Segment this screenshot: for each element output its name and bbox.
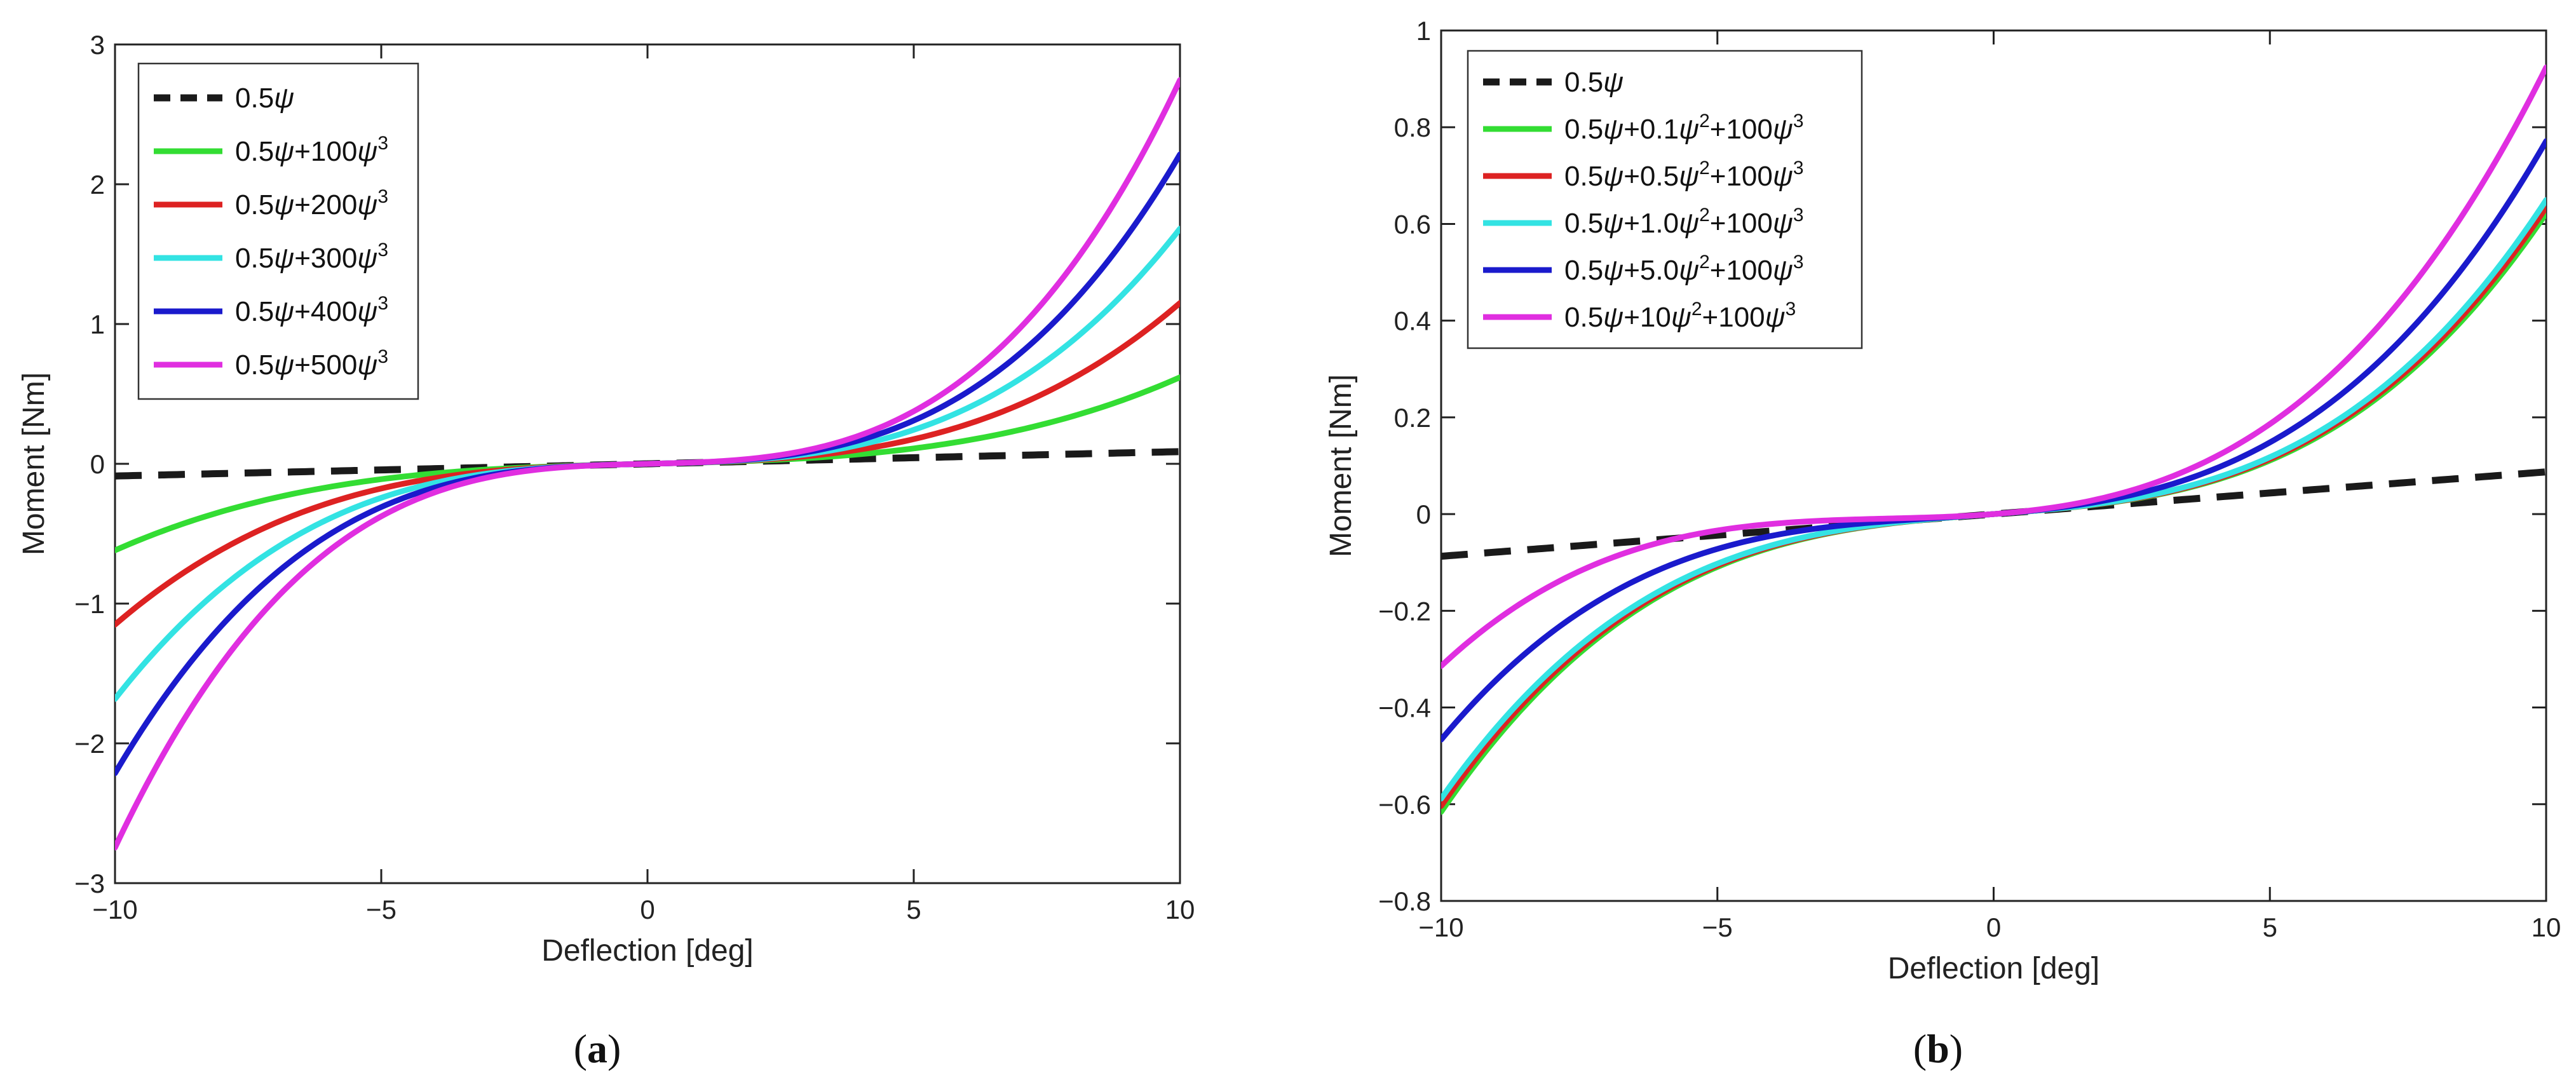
y-tick-label: 0.2 bbox=[1394, 403, 1431, 433]
chart-panel-b: −10 −5 0 5 10 −0.8 −0.6 −0.4 −0.2 0 0.2 0.4 0.6 0.8 1 D… bbox=[1324, 16, 2561, 1071]
series-line-0-5 bbox=[1441, 468, 2546, 560]
y-axis-label: Moment [Nm] bbox=[17, 372, 51, 555]
legend-label: 0.5ψ+200ψ3 bbox=[235, 186, 388, 220]
y-tick-label: −0.8 bbox=[1378, 886, 1431, 916]
series-line-0-5-500-3 bbox=[115, 77, 1180, 851]
legend-item: 0.5ψ+10ψ2+100ψ3 bbox=[1483, 299, 1796, 333]
legend-label: 0.5ψ+100ψ3 bbox=[235, 133, 388, 167]
y-tick-label: 3 bbox=[90, 30, 105, 60]
x-tick-label: 5 bbox=[2263, 912, 2277, 942]
legend-label: 0.5ψ+500ψ3 bbox=[235, 346, 388, 381]
y-tick-label: 0.6 bbox=[1394, 209, 1431, 239]
legend-label: 0.5ψ+1.0ψ2+100ψ3 bbox=[1564, 205, 1804, 239]
legend-item: 0.5ψ+0.1ψ2+100ψ3 bbox=[1483, 111, 1804, 145]
series-group bbox=[1441, 64, 2546, 815]
y-tick-label: −2 bbox=[74, 729, 105, 759]
x-tick-label: 10 bbox=[2532, 912, 2561, 942]
panel-label: (b) bbox=[1913, 1026, 1963, 1071]
y-tick-label: −0.6 bbox=[1378, 790, 1431, 820]
panel-label: (a) bbox=[574, 1026, 621, 1071]
y-tick-label: −1 bbox=[74, 589, 105, 619]
legend-label: 0.5ψ+10ψ2+100ψ3 bbox=[1564, 299, 1796, 333]
y-tick-label: −3 bbox=[74, 869, 105, 898]
legend-label: 0.5ψ+5.0ψ2+100ψ3 bbox=[1564, 252, 1804, 286]
legend-item: 0.5ψ bbox=[154, 83, 294, 114]
y-tick-label: −0.4 bbox=[1378, 693, 1431, 723]
legend-item: 0.5ψ+500ψ3 bbox=[154, 346, 388, 381]
y-axis-label: Moment [Nm] bbox=[1324, 374, 1358, 557]
legend-item: 0.5ψ+0.5ψ2+100ψ3 bbox=[1483, 158, 1804, 192]
legend-item: 0.5ψ+400ψ3 bbox=[154, 293, 388, 327]
x-axis-label: Deflection [deg] bbox=[541, 934, 754, 968]
legend-box bbox=[137, 62, 419, 400]
legend-item: 0.5ψ+100ψ3 bbox=[154, 133, 388, 167]
legend-label: 0.5ψ bbox=[1564, 67, 1624, 98]
legend-item: 0.5ψ+5.0ψ2+100ψ3 bbox=[1483, 252, 1804, 286]
y-tick-label: 0.8 bbox=[1394, 112, 1431, 142]
legend-label: 0.5ψ+0.1ψ2+100ψ3 bbox=[1564, 111, 1804, 145]
legend-item: 0.5ψ+300ψ3 bbox=[154, 240, 388, 274]
legend-label: 0.5ψ+300ψ3 bbox=[235, 240, 388, 274]
legend-item: 0.5ψ bbox=[1483, 67, 1624, 98]
series-line-0-5-10-2-100-3 bbox=[1441, 64, 2546, 669]
legend-label: 0.5ψ bbox=[235, 83, 294, 114]
legend-item: 0.5ψ+1.0ψ2+100ψ3 bbox=[1483, 205, 1804, 239]
x-tick-label: 0 bbox=[1986, 912, 2001, 942]
legend-label: 0.5ψ+0.5ψ2+100ψ3 bbox=[1564, 158, 1804, 192]
y-tick-label: 1 bbox=[90, 309, 105, 339]
x-tick-label: −5 bbox=[366, 895, 397, 924]
x-tick-label: −5 bbox=[1702, 912, 1733, 942]
y-tick-label: −0.2 bbox=[1378, 596, 1431, 626]
legend-box bbox=[1467, 50, 1863, 349]
legend-label: 0.5ψ+400ψ3 bbox=[235, 293, 388, 327]
y-tick-label: 0.4 bbox=[1394, 306, 1431, 336]
x-axis-label: Deflection [deg] bbox=[1888, 952, 2100, 985]
y-tick-label: 0 bbox=[1416, 499, 1431, 529]
x-tick-label: 10 bbox=[1165, 895, 1195, 924]
x-tick-label: 0 bbox=[640, 895, 654, 924]
x-tick-label: 5 bbox=[906, 895, 921, 924]
y-tick-label: 2 bbox=[90, 170, 105, 200]
x-tick-label: −10 bbox=[1418, 912, 1463, 942]
series-group bbox=[115, 77, 1180, 851]
y-tick-label: 1 bbox=[1416, 16, 1431, 46]
legend-item: 0.5ψ+200ψ3 bbox=[154, 186, 388, 220]
y-tick-label: 0 bbox=[90, 449, 105, 479]
x-tick-label: −10 bbox=[92, 895, 137, 924]
